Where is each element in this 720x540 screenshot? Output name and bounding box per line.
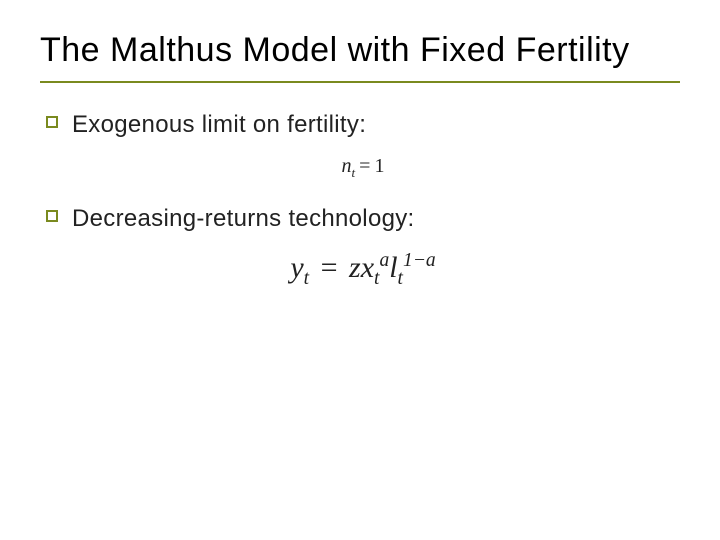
slide-title: The Malthus Model with Fixed Fertility — [40, 30, 680, 71]
equals-sign: = — [355, 155, 374, 177]
formula-sub: t — [304, 268, 309, 289]
formula-var-y: y — [290, 251, 303, 284]
bullet-item: Decreasing-returns technology: — [46, 203, 680, 235]
bullet-list: Exogenous limit on fertility: nt=1 Decre… — [40, 109, 680, 290]
formula-production: yt = zxtalt1−a — [46, 250, 680, 290]
formula-sup: a — [379, 250, 389, 271]
formula-rhs: 1 — [374, 155, 384, 177]
title-underline — [40, 81, 680, 83]
square-bullet-icon — [46, 116, 58, 128]
slide: The Malthus Model with Fixed Fertility E… — [0, 0, 720, 540]
formula-var-l: l — [389, 251, 397, 284]
square-bullet-icon — [46, 210, 58, 222]
formula-var: n — [342, 155, 352, 177]
equals-sign: = — [317, 251, 342, 284]
formula-expression: yt = zxtalt1−a — [290, 251, 435, 284]
formula-var-z: z — [349, 251, 361, 284]
formula-sup: 1−a — [403, 250, 436, 271]
bullet-item: Exogenous limit on fertility: — [46, 109, 680, 141]
bullet-text: Exogenous limit on fertility: — [72, 109, 366, 141]
formula-expression: nt=1 — [342, 155, 385, 177]
formula-fertility: nt=1 — [46, 155, 680, 181]
bullet-text: Decreasing-returns technology: — [72, 203, 415, 235]
formula-var-x: x — [361, 251, 374, 284]
